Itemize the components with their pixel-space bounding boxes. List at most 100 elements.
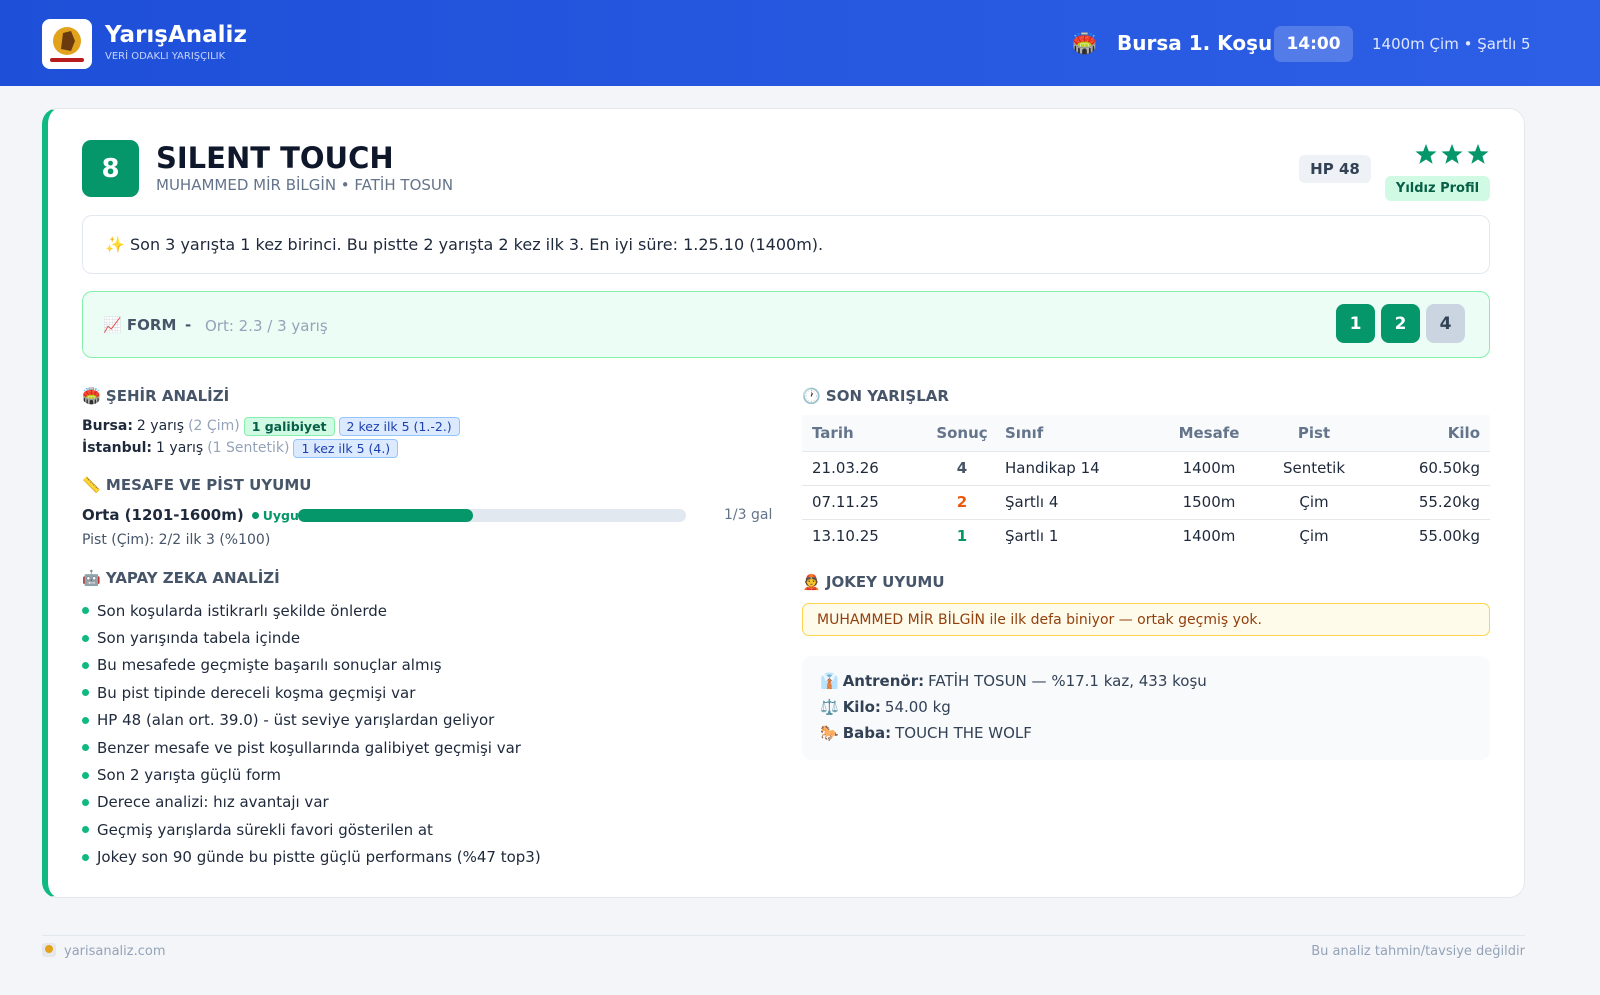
race-cell: 1400m <box>1154 450 1264 485</box>
ai-text: Bu mesafede geçmişte başarılı sonuçlar a… <box>97 656 442 675</box>
form-average: Ort: 2.3 / 3 yarış <box>205 317 328 335</box>
bullet <box>82 798 89 806</box>
form-label: 📈 FORM <box>103 316 177 334</box>
bullet <box>82 634 89 642</box>
ai-item: Son yarışında tabela içinde <box>82 624 541 651</box>
horse-number: 8 <box>82 140 139 197</box>
race-row: 07.11.25 2 Şartlı 4 1500m Çim 55.20kg <box>802 484 1490 519</box>
progress-track <box>298 509 686 522</box>
city-detail: (2 Çim) <box>188 418 240 434</box>
ai-text: Derece analizi: hız avantajı var <box>97 793 329 812</box>
race-cell: Çim <box>1264 518 1364 553</box>
distance-status: Uygun <box>262 507 308 523</box>
race-cell: Çim <box>1264 484 1364 519</box>
race-cell: 60.50kg <box>1364 450 1490 485</box>
progress-bar <box>298 509 473 522</box>
ai-text: Jokey son 90 günde bu pistte güçlü perfo… <box>97 848 541 867</box>
city-tag: 1 galibiyet <box>243 416 335 436</box>
column-header: Sonuç <box>920 415 1004 451</box>
hp-badge: HP 48 <box>1299 155 1371 183</box>
track-stats: Pist (Çim): 2/2 ilk 3 (%100) <box>82 532 271 548</box>
stars <box>1415 144 1489 164</box>
race-cell: 1400m <box>1154 518 1264 553</box>
city-races: 1 yarış <box>156 440 204 456</box>
ai-item: Jokey son 90 günde bu pistte güçlü perfo… <box>82 844 541 871</box>
race-cell: 21.03.26 <box>802 450 920 485</box>
city-detail: (1 Sentetik) <box>207 440 290 456</box>
race-icon: 🏟️ <box>1072 31 1097 55</box>
summary: ✨ Son 3 yarışta 1 kez birinci. Bu pistte… <box>82 215 1490 274</box>
bullet <box>82 661 89 669</box>
bullet <box>82 744 89 752</box>
ai-item: Derece analizi: hız avantajı var <box>82 789 541 816</box>
city-races: 2 yarış <box>136 418 185 434</box>
race-time: 14:00 <box>1274 26 1353 62</box>
race-row: 21.03.26 4 Handikap 14 1400m Sentetik 60.50kg <box>802 450 1490 485</box>
race-cell: 2 <box>920 484 1004 519</box>
city-row: İstanbul: 1 yarış (1 Sentetik) 1 kez ilk 5 … <box>82 437 460 459</box>
distance-category: Orta (1201-1600m) <box>82 506 244 524</box>
form-result: 2 <box>1381 304 1420 343</box>
profile-badge: Yıldız Profil <box>1385 176 1490 201</box>
ai-list: Son koşularda istikrarlı şekilde önlerde… <box>82 597 541 871</box>
info-value: FATİH TOSUN — %17.1 kaz, 433 koşu <box>928 672 1207 690</box>
section-title: 🏟️ ŞEHİR ANALİZİ <box>82 387 230 405</box>
info-icon: ⚖️ <box>820 698 839 716</box>
ai-item: Geçmiş yarışlarda sürekli favori gösteri… <box>82 816 541 843</box>
ai-text: Son koşularda istikrarlı şekilde önlerde <box>97 601 388 620</box>
bullet <box>82 771 89 779</box>
bullet <box>82 689 89 697</box>
logo <box>42 19 92 69</box>
race-cell: 1 <box>920 518 1004 553</box>
race-cell: Şartlı 1 <box>1004 518 1154 553</box>
column-header: Kilo <box>1364 415 1490 451</box>
section-title: 👲 JOKEY UYUMU <box>802 573 945 591</box>
section-title: 🤖 YAPAY ZEKA ANALİZİ <box>82 569 280 587</box>
ai-item: Benzer mesafe ve pist koşullarında galib… <box>82 734 541 761</box>
distance-wins: 1/3 gal <box>724 507 773 523</box>
info-box: 👔 Antrenör: FATİH TOSUN — %17.1 kaz, 433 k… <box>802 656 1490 760</box>
footer-logo <box>42 943 56 957</box>
info-icon: 👔 <box>820 672 839 690</box>
ai-item: Son 2 yarışta güçlü form <box>82 761 541 788</box>
race-info: 1400m Çim • Şartlı 5 <box>1372 35 1531 53</box>
info-label: Baba: <box>842 724 892 742</box>
brand: YarışAnaliz <box>105 22 247 48</box>
city-rows: Bursa: 2 yarış (2 Çim) 1 galibiyet 2 kez ilk… <box>82 415 460 459</box>
city-row: Bursa: 2 yarış (2 Çim) 1 galibiyet 2 kez ilk… <box>82 415 460 437</box>
race-cell: Handikap 14 <box>1004 450 1154 485</box>
ai-text: Benzer mesafe ve pist koşullarında galib… <box>97 738 521 757</box>
city-tag: 1 kez ilk 5 (4.) <box>293 438 399 458</box>
ai-text: Son 2 yarışta güçlü form <box>97 766 282 785</box>
race-cell: 55.20kg <box>1364 484 1490 519</box>
race-table: Tarih Sonuç Sınıf Mesafe Pist Kilo 21.03.26 4 Ha… <box>802 415 1490 553</box>
form-result: 1 <box>1336 304 1375 343</box>
status-dot <box>251 511 259 519</box>
column-header: Sınıf <box>1004 415 1154 451</box>
bullet <box>82 853 89 861</box>
section-title: 🕐 SON YARIŞLAR <box>802 387 949 405</box>
race-cell: 07.11.25 <box>802 484 920 519</box>
bullet <box>82 607 89 615</box>
city-name: Bursa: <box>82 418 133 434</box>
column-header: Pist <box>1264 415 1364 451</box>
info-row: 👔 Antrenör: FATİH TOSUN — %17.1 kaz, 433 k… <box>820 668 1472 694</box>
footer-disclaimer: Bu analiz tahmin/tavsiye değildir <box>1311 944 1525 959</box>
column-header: Tarih <box>802 415 920 451</box>
ai-text: Son yarışında tabela içinde <box>97 629 301 648</box>
info-row: ⚖️ Kilo: 54.00 kg <box>820 694 1472 720</box>
race-cell: 1500m <box>1154 484 1264 519</box>
jockey-note: MUHAMMED MİR BİLGİN ile ilk defa biniyor… <box>802 603 1490 636</box>
column-header: Mesafe <box>1154 415 1264 451</box>
footer-divider <box>42 935 1525 936</box>
form-result: 4 <box>1426 304 1465 343</box>
ai-item: Son koşularda istikrarlı şekilde önlerde <box>82 597 541 624</box>
race-cell: Sentetik <box>1264 450 1364 485</box>
ai-item: Bu pist tipinde dereceli koşma geçmişi v… <box>82 679 541 706</box>
race-cell: 55.00kg <box>1364 518 1490 553</box>
form-separator: - <box>185 316 192 334</box>
section-title: 📏 MESAFE VE PİST UYUMU <box>82 476 312 494</box>
header <box>0 0 1600 86</box>
